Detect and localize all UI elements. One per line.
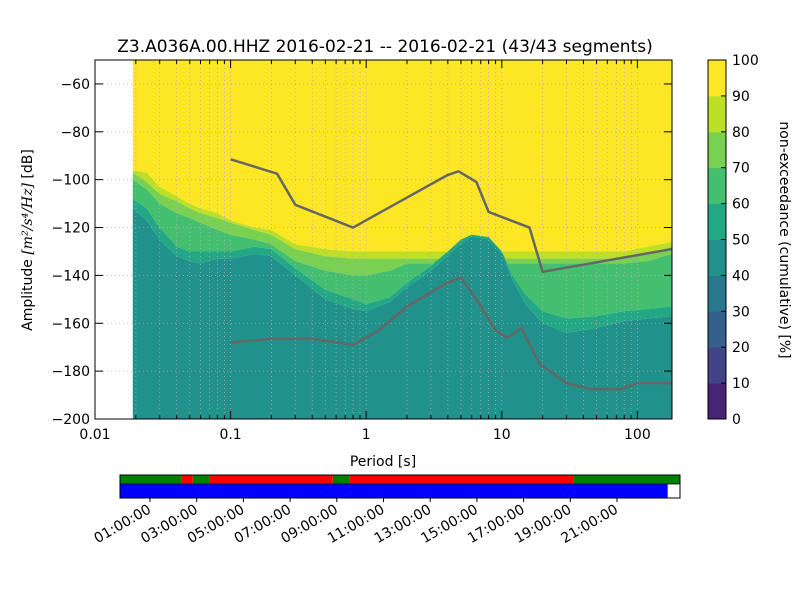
y-tick-label: −100: [52, 173, 90, 189]
timeline-top-segment: [209, 475, 333, 484]
region-60-70: [132, 179, 673, 319]
colorbar-segment: [708, 131, 726, 169]
timeline-top-segment: [332, 475, 350, 484]
colorbar-tick-label: 80: [732, 125, 750, 141]
x-tick-label: 100: [624, 427, 651, 443]
colorbar-tick-label: 50: [732, 233, 750, 249]
ppsd-plot: [95, 60, 673, 419]
y-tick-label: −120: [52, 221, 90, 237]
timeline-top-segment: [349, 475, 574, 484]
timeline-top-segment: [120, 475, 182, 484]
colorbar-segment: [708, 347, 726, 384]
x-tick-label: 1: [362, 427, 371, 443]
colorbar-tick-label: 90: [732, 89, 750, 105]
y-tick-label: −140: [52, 268, 90, 284]
colorbar-segment: [708, 311, 726, 348]
percentile-curve-2: [230, 276, 672, 391]
colorbar-segment: [708, 239, 726, 276]
colorbar-tick-label: 40: [732, 268, 750, 284]
colorbar-tick-label: 10: [732, 376, 750, 392]
y-tick-label: −200: [52, 412, 90, 428]
y-axis-label-prefix: Amplitude: [20, 255, 36, 331]
region-50-60: [132, 198, 673, 333]
y-tick-label: −60: [60, 77, 90, 93]
colorbar-tick-label: 70: [732, 161, 750, 177]
colorbar-tick-label: 100: [732, 53, 759, 69]
x-tick-label: 0.1: [219, 427, 241, 443]
region-below-50: [132, 208, 673, 419]
colorbar-tick-label: 20: [732, 340, 750, 356]
timeline-bars: 01:00:0003:00:0005:00:0007:00:0009:00:00…: [92, 474, 681, 547]
plot-frame: [94, 59, 673, 420]
timeline-frame: [119, 474, 681, 499]
colorbar-tick-label: 60: [732, 197, 750, 213]
timeline-top-segment: [192, 475, 210, 484]
colorbar-segment: [708, 167, 726, 205]
chart-title: Z3.A036A.00.HHZ 2016-02-21 -- 2016-02-21…: [117, 37, 652, 57]
x-tick-label: 0.01: [79, 427, 110, 443]
region-90-100: [132, 60, 673, 252]
colorbar-segment: [708, 275, 726, 312]
timeline-bottom-segment: [120, 484, 668, 498]
x-axis-label: Period [s]: [350, 454, 416, 470]
colorbar: 0 10 20 30 40 50 60 70 80 90 100: [707, 53, 759, 428]
colorbar-tick-label: 0: [732, 412, 741, 428]
colorbar-segment: [708, 95, 726, 133]
plot-overlay: 0.01 0.1 1 10 100 −60 −80 −100 −120 −140 −160 −180 −…: [52, 59, 673, 443]
colorbar-segment: [708, 203, 726, 240]
colorbar-label: non-exceedance (cumulative) [%]: [776, 121, 792, 358]
y-tick-label: −180: [52, 364, 90, 380]
y-tick-label: −160: [52, 316, 90, 332]
colorbar-segment: [708, 383, 726, 420]
timeline-top-segment: [573, 475, 680, 484]
percentile-curve-1: [230, 158, 673, 274]
x-tick-label: 10: [493, 427, 511, 443]
colorbar-segment: [708, 60, 726, 97]
y-axis-label: Amplitude [m²/s⁴/Hz] [dB]: [20, 149, 36, 331]
timeline-top-segment: [181, 475, 193, 484]
y-axis-label-suffix: [dB]: [20, 149, 36, 183]
colorbar-tick-label: 30: [732, 304, 750, 320]
y-tick-label: −80: [60, 125, 90, 141]
y-axis-label-units: [m²/s⁴/Hz]: [20, 182, 36, 254]
